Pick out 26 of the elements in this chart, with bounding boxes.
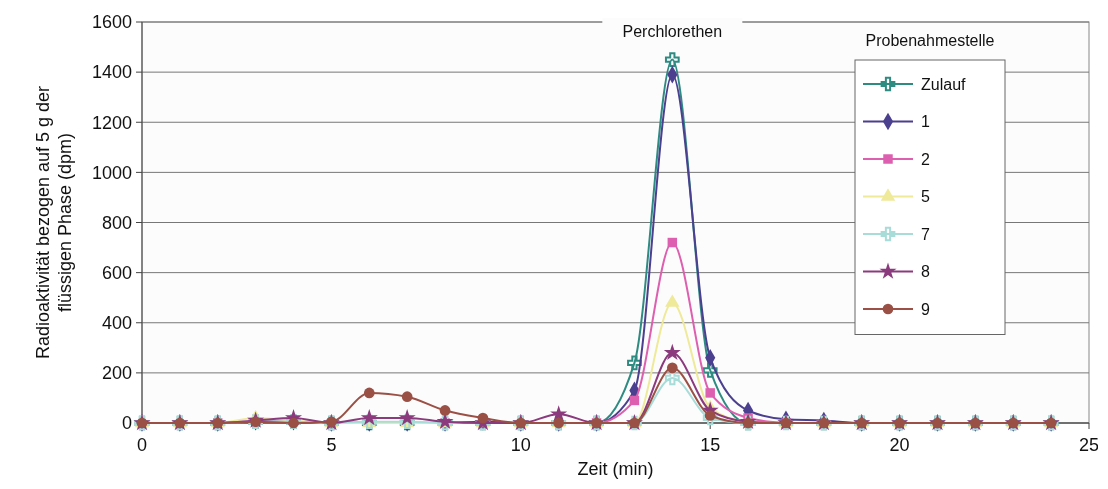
legend-label: 8 — [921, 263, 930, 281]
x-tick-label: 15 — [700, 435, 721, 455]
legend-label: 2 — [921, 150, 930, 168]
x-tick-label: 20 — [889, 435, 910, 455]
x-tick-label: 25 — [1078, 435, 1100, 455]
x-tick-label: 0 — [136, 435, 148, 455]
y-tick-label: 200 — [101, 363, 132, 384]
y-tick-label: 0 — [121, 413, 132, 434]
y-tick-label: 600 — [101, 262, 132, 283]
y-tick-label: 400 — [101, 313, 132, 334]
legend-label: 7 — [921, 225, 930, 243]
legend-title: Probenahmestelle — [865, 32, 995, 49]
y-axis-title: Radioaktivität bezogen auf 5 g der flüssigen Phase (dpm) — [33, 85, 75, 360]
y-tick-label: 800 — [101, 212, 132, 233]
annotation: Perchlorethen — [622, 22, 723, 40]
x-tick-label: 10 — [510, 435, 531, 455]
legend-label: 9 — [921, 300, 930, 318]
y-tick-label: 1000 — [91, 162, 132, 183]
y-tick-label: 1400 — [91, 62, 132, 83]
legend-label: 5 — [921, 188, 930, 206]
legend-label: Zulauf — [921, 75, 967, 93]
x-axis-title: Zeit (min) — [577, 459, 654, 479]
legend-label: 1 — [921, 113, 930, 131]
y-tick-label: 1200 — [91, 112, 132, 133]
y-tick-label: 1600 — [91, 12, 132, 33]
x-tick-label: 5 — [326, 435, 337, 455]
